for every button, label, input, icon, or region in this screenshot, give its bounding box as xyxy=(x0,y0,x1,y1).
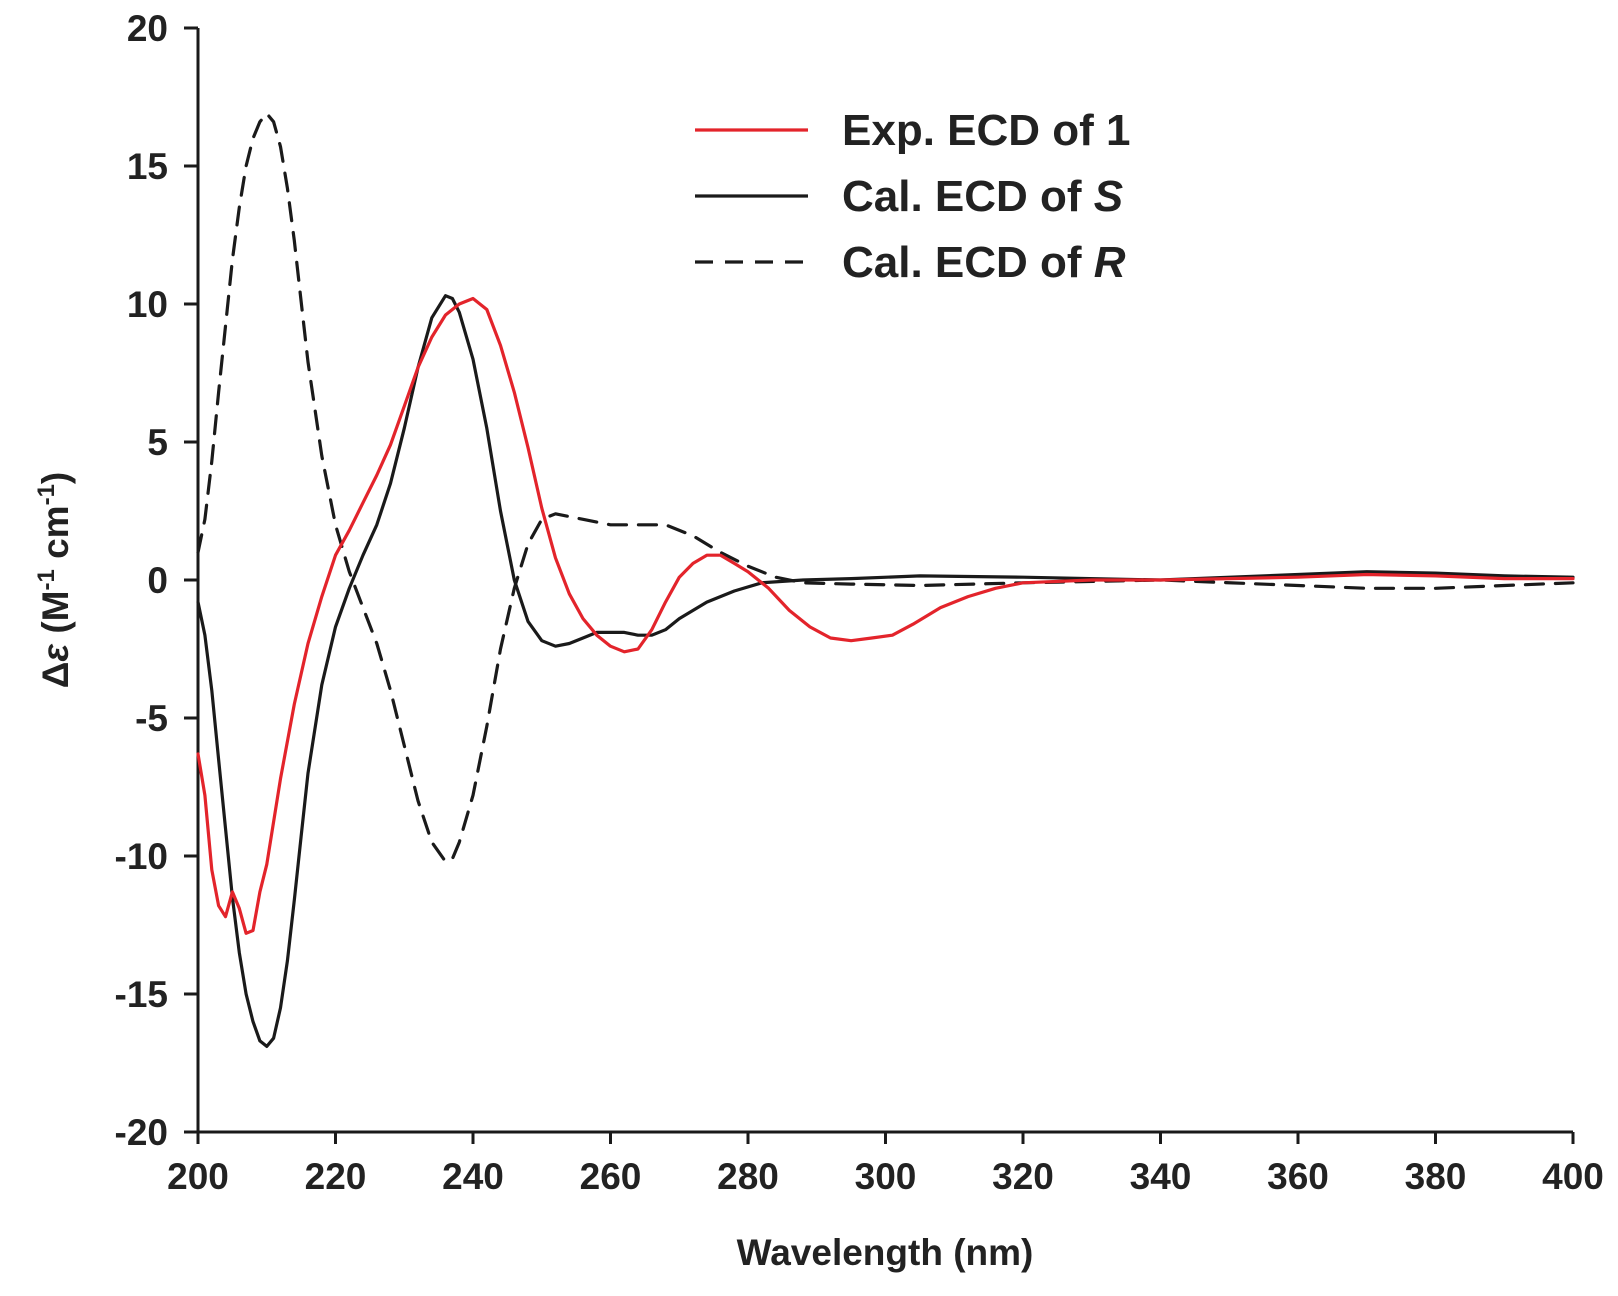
y-tick-label: -20 xyxy=(115,1112,168,1153)
y-tick-label: 20 xyxy=(127,8,168,49)
x-tick-label: 380 xyxy=(1405,1156,1467,1197)
legend-label-0: Exp. ECD of 1 xyxy=(842,106,1131,155)
y-tick-label: -5 xyxy=(135,698,168,739)
x-tick-label: 300 xyxy=(855,1156,917,1197)
y-axis-title-open: (M xyxy=(35,591,76,644)
x-tick-label: 360 xyxy=(1267,1156,1329,1197)
legend-label-suffix: S xyxy=(1094,172,1123,221)
y-tick-label: -10 xyxy=(115,836,168,877)
legend-label-prefix: Cal. ECD of xyxy=(842,238,1094,287)
y-axis-title-exp1: -1 xyxy=(33,569,60,590)
series-line-1 xyxy=(196,294,1575,1048)
y-axis-title-exp2: -1 xyxy=(33,484,60,505)
legend-label-2: Cal. ECD of R xyxy=(842,238,1126,287)
x-tick-label: 240 xyxy=(442,1156,504,1197)
y-axis-title-mid: cm xyxy=(35,505,76,569)
y-tick-label: 0 xyxy=(147,560,168,601)
axis-ticks: 200 220 240 260 280 300 320 340 360 380 4002015105… xyxy=(115,8,1604,1197)
y-tick-label: 15 xyxy=(127,146,168,187)
y-tick-label: 10 xyxy=(127,284,168,325)
x-tick-label: 280 xyxy=(717,1156,779,1197)
plot-area: 200 220 240 260 280 300 320 340 360 380 4002015105… xyxy=(115,8,1604,1197)
legend-label-prefix: Cal. ECD of xyxy=(842,172,1094,221)
y-axis-title: Δε (M-1 cm-1) xyxy=(33,472,76,689)
x-tick-label: 340 xyxy=(1130,1156,1192,1197)
legend-label-prefix: Exp. ECD of xyxy=(842,106,1106,155)
series-line-2 xyxy=(196,112,1575,864)
y-axis-title-delta: Δ xyxy=(35,662,76,689)
y-axis-title-epsilon: ε xyxy=(35,643,76,662)
x-tick-label: 320 xyxy=(992,1156,1054,1197)
x-axis-title: Wavelength (nm) xyxy=(737,1232,1034,1273)
x-tick-label: 220 xyxy=(305,1156,367,1197)
x-tick-label: 200 xyxy=(167,1156,229,1197)
y-tick-label: 5 xyxy=(147,422,168,463)
x-tick-label: 260 xyxy=(580,1156,642,1197)
legend-label-1: Cal. ECD of S xyxy=(842,172,1123,221)
series-layer xyxy=(196,112,1575,1048)
legend-label-suffix: R xyxy=(1094,238,1126,287)
legend-label-suffix: 1 xyxy=(1106,106,1130,155)
y-tick-label: -15 xyxy=(115,974,168,1015)
y-axis-title-close: ) xyxy=(35,472,76,484)
x-tick-label: 400 xyxy=(1542,1156,1604,1197)
series-line-0 xyxy=(196,296,1575,935)
